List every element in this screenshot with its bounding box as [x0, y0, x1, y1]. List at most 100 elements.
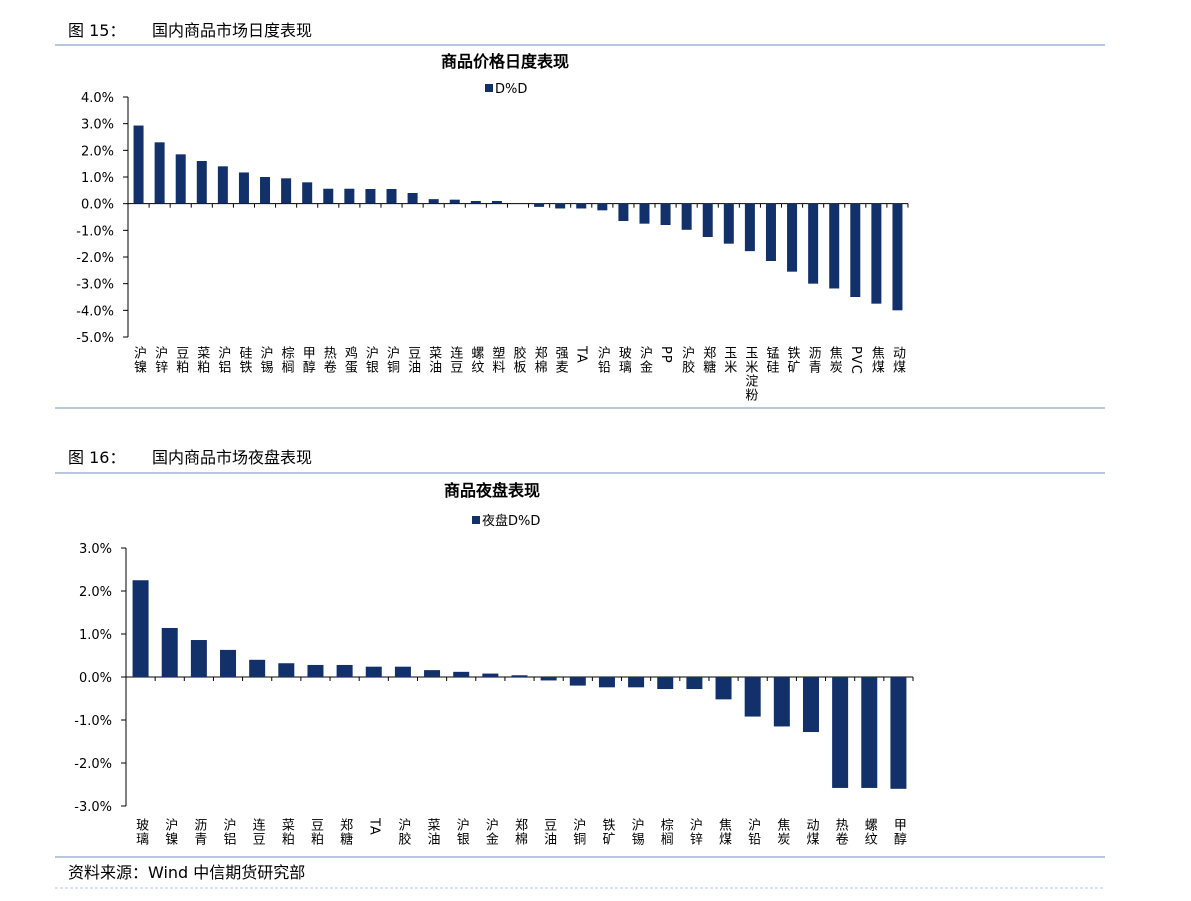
- bar: [628, 677, 645, 688]
- bar: [491, 201, 502, 204]
- x-tick-label: 螺纹: [468, 346, 484, 374]
- bar: [569, 677, 586, 686]
- bar: [175, 154, 186, 204]
- x-tick-label: 沪锡: [258, 345, 274, 374]
- bar: [871, 203, 882, 304]
- x-tick-label: 沪胶: [679, 345, 695, 374]
- bar: [576, 203, 587, 209]
- x-tick-label: 动煤: [803, 818, 819, 846]
- x-tick-label: PP: [658, 346, 673, 364]
- bar: [302, 182, 313, 204]
- bar: [639, 203, 650, 224]
- bar: [394, 666, 411, 677]
- x-tick-label: 热卷: [321, 346, 337, 374]
- y-tick-label: -5.0%: [76, 331, 114, 346]
- bar: [365, 189, 376, 204]
- x-tick-label: 沪胶: [395, 817, 411, 846]
- x-tick-label: 甲醇: [300, 346, 316, 374]
- x-tick-label: 沥青: [191, 818, 207, 846]
- bar: [829, 203, 840, 289]
- bar: [892, 203, 903, 311]
- caption-title: 国内商品市场夜盘表现: [152, 448, 312, 467]
- bar: [890, 677, 907, 789]
- x-tick-label: TA: [366, 817, 381, 836]
- x-tick-label: 沪铜: [384, 345, 400, 374]
- x-tick-label: 郑棉: [532, 346, 548, 374]
- bar: [307, 664, 324, 677]
- bar: [220, 649, 237, 677]
- bar: [453, 671, 470, 677]
- caption-label: 图 16：: [68, 448, 125, 467]
- bar: [702, 203, 713, 237]
- bar: [470, 201, 481, 204]
- x-tick-label: 沪锌: [152, 345, 168, 374]
- bar: [540, 677, 557, 681]
- x-tick-label: 连豆: [447, 345, 463, 374]
- x-tick-label: 铁矿: [599, 818, 615, 846]
- x-tick-label: 连豆: [250, 817, 266, 846]
- y-tick-label: 2.0%: [79, 585, 112, 600]
- bar: [686, 677, 703, 690]
- x-tick-label: 郑棉: [512, 818, 528, 846]
- bar: [850, 203, 861, 297]
- bar: [154, 142, 165, 204]
- x-tick-label: 沪银: [363, 345, 379, 374]
- bar: [132, 580, 149, 677]
- x-tick-label: 菜粕: [279, 818, 295, 846]
- x-tick-label: 螺纹: [862, 818, 878, 846]
- bar: [260, 177, 271, 204]
- y-tick-label: 3.0%: [79, 542, 112, 557]
- x-tick-label: 甲醇: [891, 818, 907, 846]
- legend-swatch: [472, 516, 480, 524]
- x-tick-label: 动煤: [890, 346, 906, 374]
- bar: [386, 189, 397, 204]
- x-tick-label: 棕榈: [658, 818, 674, 846]
- bar: [598, 677, 615, 688]
- x-tick-label: 玻璃: [133, 818, 149, 846]
- y-tick-label: -3.0%: [74, 800, 112, 815]
- x-tick-label: 沥青: [806, 346, 822, 374]
- x-tick-label: 焦煤: [869, 346, 885, 374]
- bar: [344, 188, 355, 204]
- bar: [161, 627, 178, 677]
- x-tick-label: 玉米淀粉: [742, 346, 758, 402]
- bar: [555, 203, 566, 209]
- x-tick-label: 沪银: [454, 817, 470, 846]
- x-tick-label: 鸡蛋: [342, 345, 358, 374]
- x-tick-label: 焦炭: [827, 346, 843, 374]
- x-tick-label: 焦煤: [716, 818, 732, 846]
- x-tick-label: 菜粕: [194, 346, 210, 374]
- x-tick-label: 热卷: [833, 818, 849, 846]
- x-tick-label: 菜油: [425, 818, 441, 846]
- bar: [744, 203, 755, 252]
- bar: [281, 178, 292, 204]
- bar: [861, 677, 878, 788]
- legend-label: D%D: [495, 82, 527, 97]
- x-tick-label: 郑糖: [337, 818, 353, 846]
- bar: [249, 659, 266, 677]
- y-tick-label: 3.0%: [81, 118, 114, 133]
- bar: [336, 664, 353, 677]
- y-tick-label: 1.0%: [81, 171, 114, 186]
- x-tick-label: TA: [574, 345, 589, 364]
- x-tick-label: 塑料: [489, 346, 505, 374]
- bar: [802, 677, 819, 733]
- y-tick-label: 2.0%: [81, 144, 114, 159]
- bar: [238, 172, 249, 204]
- bar: [190, 640, 207, 677]
- x-tick-label: 锰硅: [763, 346, 779, 374]
- x-tick-label: 沪铅: [595, 345, 611, 374]
- x-tick-label: 沪铅: [745, 817, 761, 846]
- bar: [681, 203, 692, 230]
- x-tick-label: 焦炭: [774, 818, 790, 846]
- y-tick-label: -2.0%: [76, 251, 114, 266]
- bar: [744, 677, 761, 717]
- bar: [217, 166, 228, 204]
- chart-title: 商品价格日度表现: [441, 52, 569, 71]
- bar: [723, 203, 734, 244]
- x-tick-label: 菜油: [426, 346, 442, 374]
- y-tick-label: -1.0%: [74, 714, 112, 729]
- bar: [660, 203, 671, 225]
- caption-title: 国内商品市场日度表现: [152, 21, 312, 40]
